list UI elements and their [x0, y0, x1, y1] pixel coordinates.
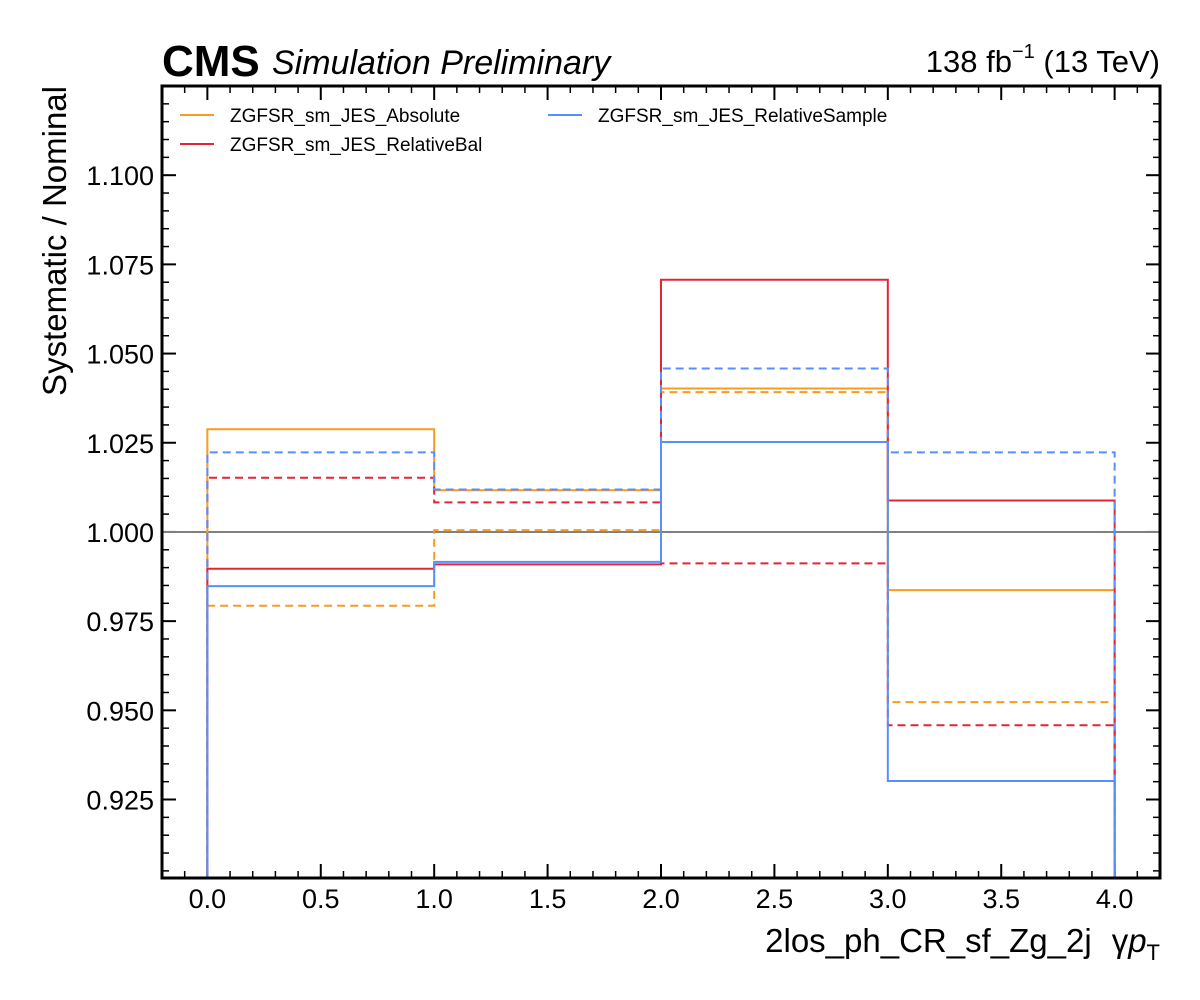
legend-entry-label: ZGFSR_sm_JES_RelativeBal — [230, 135, 482, 156]
x-axis-symbol: p — [1127, 922, 1146, 959]
lumi-value: 138 fb — [926, 44, 1012, 79]
legend-entry-label: ZGFSR_sm_JES_RelativeSample — [598, 106, 887, 127]
x-tick-label: 1.5 — [529, 884, 567, 914]
x-axis-region: 2los_ph_CR_sf_Zg_2j — [765, 922, 1092, 959]
plot-frame — [160, 84, 1162, 880]
y-tick-label: 1.025 — [86, 429, 154, 459]
status-label: Simulation Preliminary — [272, 44, 612, 82]
x-tick-label: 3.0 — [869, 884, 907, 914]
y-tick-label: 1.000 — [86, 518, 154, 548]
x-axis-subscript: T — [1147, 940, 1160, 965]
x-tick-label: 1.0 — [415, 884, 453, 914]
x-tick-label: 0.0 — [189, 884, 227, 914]
x-axis-variable: γ — [1112, 922, 1129, 959]
y-tick-label: 1.050 — [86, 340, 154, 370]
y-axis-title: Systematic / Nominal — [36, 86, 73, 396]
y-tick-label: 0.925 — [86, 786, 154, 816]
luminosity-label: 138 fb−1 (13 TeV) — [926, 41, 1160, 79]
series-4-up-step — [206, 441, 1116, 878]
x-axis-title: 2los_ph_CR_sf_Zg_2j γpT — [765, 922, 1160, 965]
lumi-energy: (13 TeV) — [1035, 44, 1160, 79]
series-5-down-step — [206, 367, 1116, 878]
tick-labels: 0.0 0.5 1.0 1.5 2.0 2.5 3.0 3.5 4.0 0.925 0.950 0.9… — [86, 161, 1133, 914]
legend-entry-label: ZGFSR_sm_JES_Absolute — [230, 106, 460, 127]
x-tick-label: 0.5 — [302, 884, 340, 914]
y-tick-label: 0.975 — [86, 607, 154, 637]
x-tick-label: 2.0 — [642, 884, 680, 914]
y-tick-label: 0.950 — [86, 696, 154, 726]
series-2-up-step — [206, 278, 1116, 878]
lumi-exponent: −1 — [1012, 41, 1035, 63]
y-tick-label: 1.075 — [86, 250, 154, 280]
x-tick-label: 2.5 — [756, 884, 794, 914]
series-layer — [206, 278, 1116, 878]
x-tick-label: 3.5 — [982, 884, 1020, 914]
legend: ZGFSR_sm_JES_Absolute ZGFSR_sm_JES_Relati… — [180, 106, 887, 156]
x-tick-label: 4.0 — [1096, 884, 1134, 914]
experiment-label: CMS — [162, 37, 260, 86]
y-tick-label: 1.100 — [86, 161, 154, 191]
